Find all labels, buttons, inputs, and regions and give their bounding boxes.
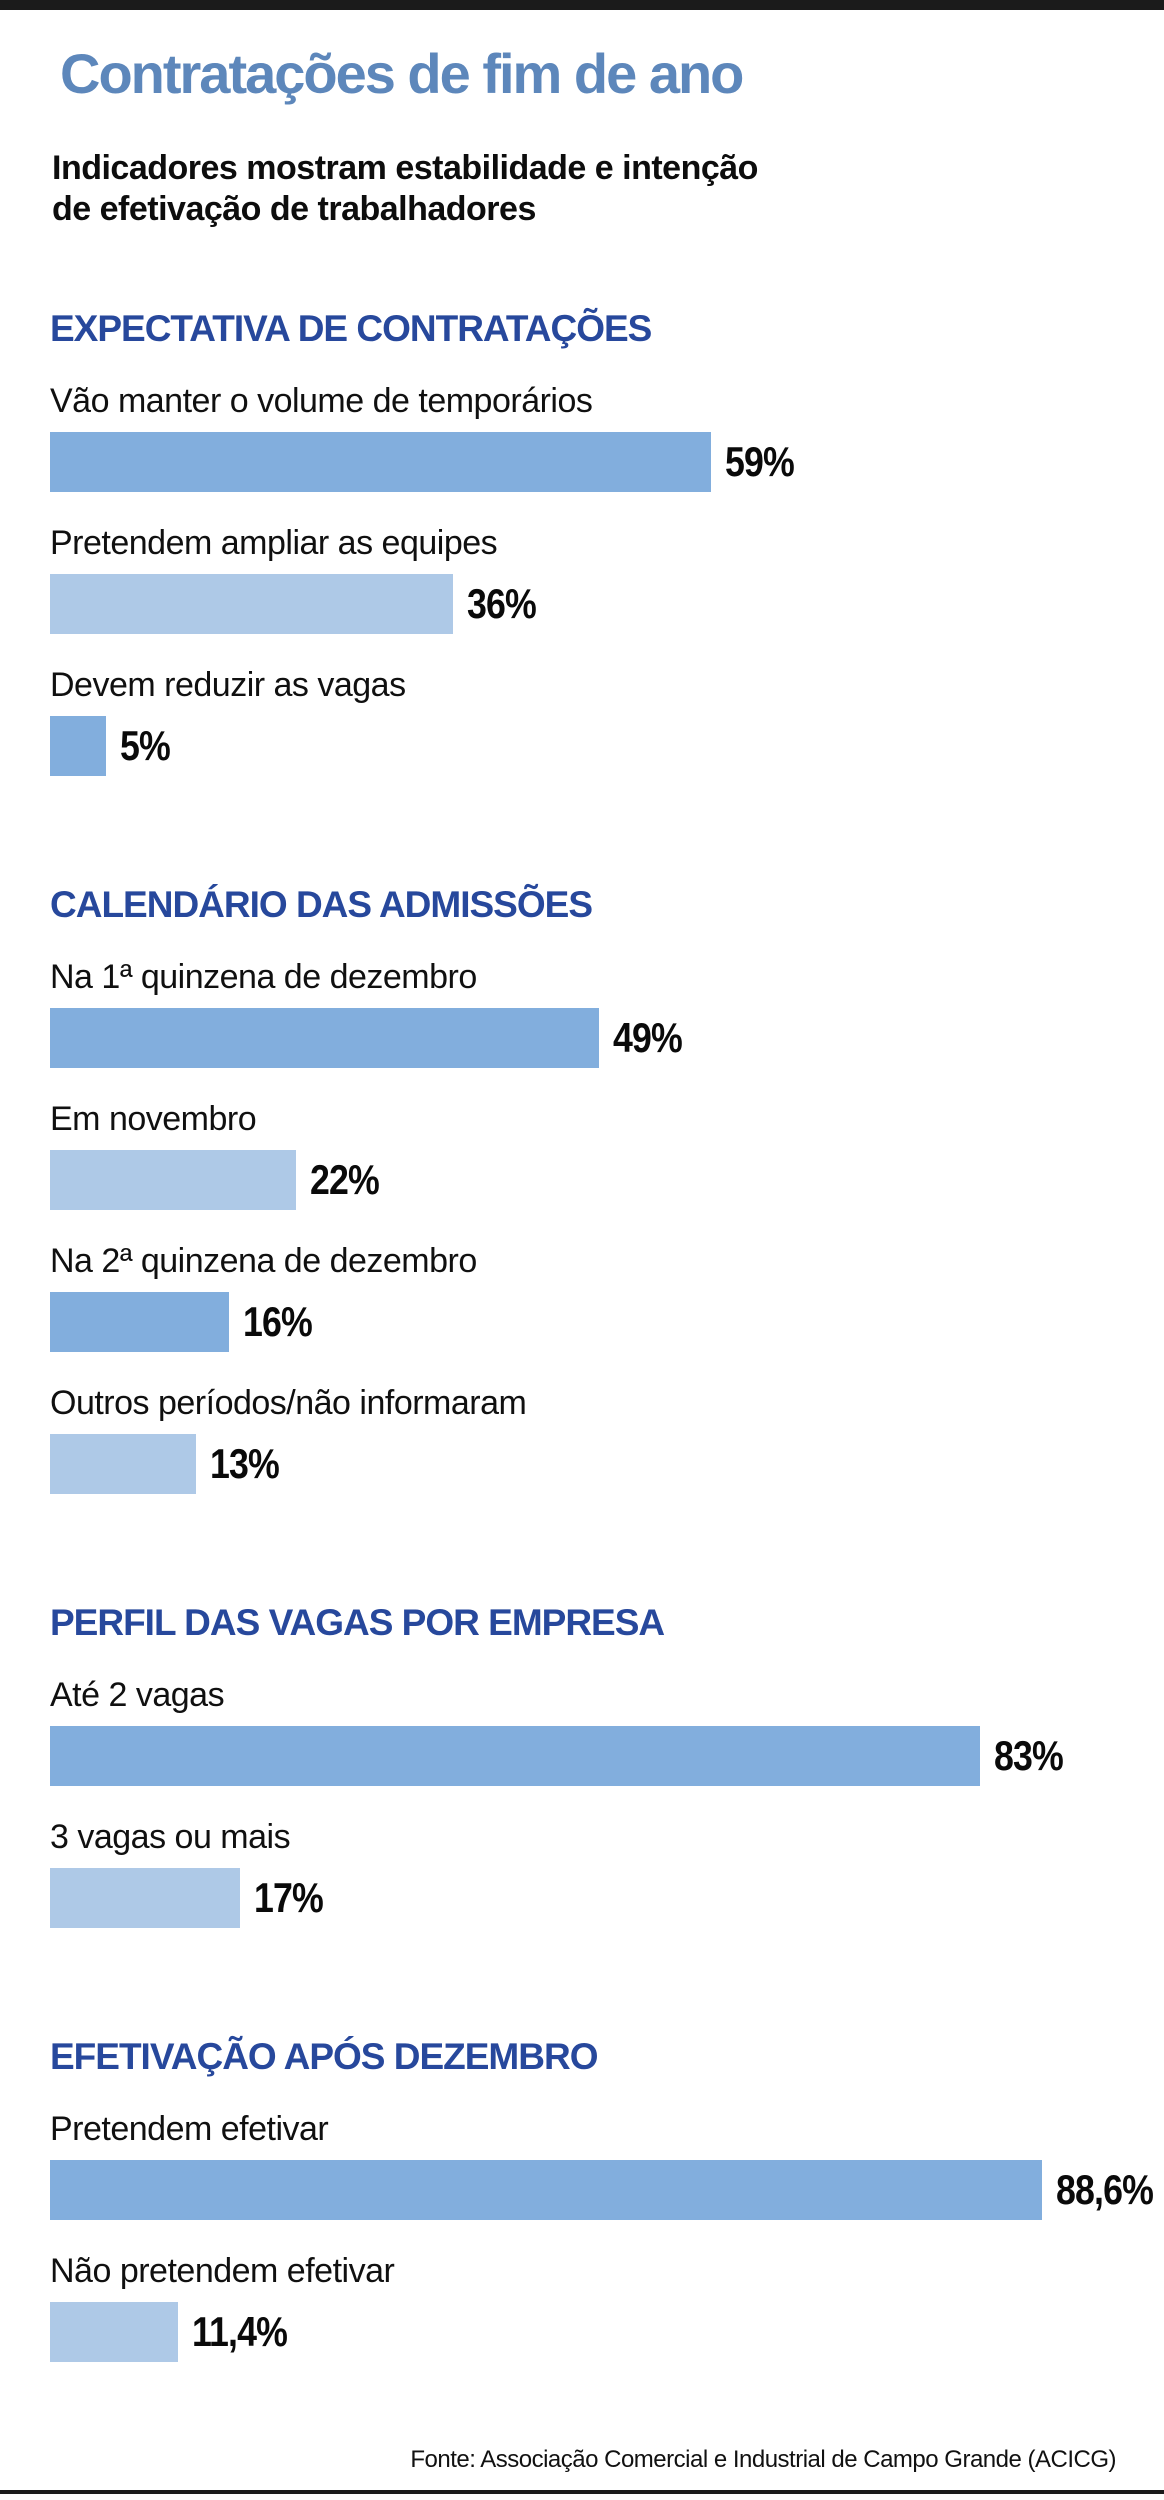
bar-label: Na 1ª quinzena de dezembro xyxy=(50,958,477,996)
infographic: Contratações de fim de ano Indicadores m… xyxy=(0,46,1164,2362)
bar-label: Até 2 vagas xyxy=(50,1676,225,1714)
bar-track: 36% xyxy=(50,574,1120,634)
source-credit: Fonte: Associação Comercial e Industrial… xyxy=(410,2446,1116,2473)
bar-label: Outros períodos/não informaram xyxy=(50,1384,527,1422)
section-title: EXPECTATIVA DE CONTRATAÇÕES xyxy=(50,308,652,349)
bar-row: Devem reduzir as vagas 5% xyxy=(50,666,1120,776)
chart-section: CALENDÁRIO DAS ADMISSÕES Na 1ª quinzena d… xyxy=(50,884,1120,1494)
bar-row: Pretendem efetivar 88,6% xyxy=(50,2110,1154,2220)
bar-value: 22% xyxy=(310,1156,380,1203)
bar xyxy=(50,1008,599,1068)
page-subtitle: Indicadores mostram estabilidade e inten… xyxy=(52,148,1120,230)
bar-row: Outros períodos/não informaram 13% xyxy=(50,1384,1120,1494)
bar-label: Não pretendem efetivar xyxy=(50,2252,395,2290)
bar-track: 49% xyxy=(50,1008,1120,1068)
page-title: Contratações de fim de ano xyxy=(60,42,744,105)
bar-row: Na 2ª quinzena de dezembro 16% xyxy=(50,1242,1120,1352)
bar-label: 3 vagas ou mais xyxy=(50,1818,291,1856)
bar xyxy=(50,2302,178,2362)
bar-value: 5% xyxy=(120,722,171,769)
bar-label: Pretendem efetivar xyxy=(50,2110,329,2148)
bar-row: Na 1ª quinzena de dezembro 49% xyxy=(50,958,1120,1068)
bar-label: Pretendem ampliar as equipes xyxy=(50,524,498,562)
bar-value: 83% xyxy=(993,1732,1064,1779)
subtitle-line-2: de efetivação de trabalhadores xyxy=(52,190,536,228)
bar xyxy=(50,1434,196,1494)
bar xyxy=(50,1150,297,1210)
bar-track: 16% xyxy=(50,1292,1120,1352)
bar xyxy=(50,1726,980,1786)
top-border-rule xyxy=(0,0,1164,10)
chart-section: EXPECTATIVA DE CONTRATAÇÕES Vão manter o … xyxy=(50,308,1120,776)
section-title: CALENDÁRIO DAS ADMISSÕES xyxy=(50,884,593,925)
bar xyxy=(50,432,711,492)
bar-track: 59% xyxy=(50,432,1120,492)
bar-row: Até 2 vagas 83% xyxy=(50,1676,1120,1786)
bar-track: 83% xyxy=(50,1726,1120,1786)
bar-value: 11,4% xyxy=(191,2308,288,2355)
bar-label: Vão manter o volume de temporários xyxy=(50,382,593,420)
chart-section: PERFIL DAS VAGAS POR EMPRESA Até 2 vagas 8… xyxy=(50,1602,1120,1928)
section-title: PERFIL DAS VAGAS POR EMPRESA xyxy=(50,1602,665,1643)
bar-row: Vão manter o volume de temporários 59% xyxy=(50,382,1120,492)
bar-value: 49% xyxy=(612,1014,683,1061)
bar-value: 88,6% xyxy=(1056,2166,1154,2213)
bar-label: Na 2ª quinzena de dezembro xyxy=(50,1242,477,1280)
bar xyxy=(50,574,454,634)
bar-track: 17% xyxy=(50,1868,1120,1928)
bar-track: 5% xyxy=(50,716,1120,776)
bar xyxy=(50,1292,230,1352)
bar-row: Em novembro 22% xyxy=(50,1100,1120,1210)
bar-label: Em novembro xyxy=(50,1100,257,1138)
bar-track: 22% xyxy=(50,1150,1120,1210)
bar-value: 17% xyxy=(254,1874,324,1921)
bar-track: 11,4% xyxy=(50,2302,1120,2362)
bar-value: 13% xyxy=(209,1440,280,1487)
bar xyxy=(50,2160,1043,2220)
bar-value: 16% xyxy=(243,1298,313,1345)
bar-row: 3 vagas ou mais 17% xyxy=(50,1818,1120,1928)
subtitle-line-1: Indicadores mostram estabilidade e inten… xyxy=(52,149,758,187)
chart-section: EFETIVAÇÃO APÓS DEZEMBRO Pretendem efetiv… xyxy=(50,2036,1154,2362)
bar-value: 36% xyxy=(467,580,537,627)
bar xyxy=(50,1868,241,1928)
bar-row: Pretendem ampliar as equipes 36% xyxy=(50,524,1120,634)
section-title: EFETIVAÇÃO APÓS DEZEMBRO xyxy=(50,2036,598,2077)
bar xyxy=(50,716,106,776)
bar-label: Devem reduzir as vagas xyxy=(50,666,406,704)
bar-track: 13% xyxy=(50,1434,1120,1494)
bottom-border-rule xyxy=(0,2490,1164,2494)
bar-row: Não pretendem efetivar 11,4% xyxy=(50,2252,1120,2362)
bar-track: 88,6% xyxy=(50,2160,1154,2220)
bar-value: 59% xyxy=(724,438,795,485)
chart-sections: EXPECTATIVA DE CONTRATAÇÕES Vão manter o … xyxy=(50,308,1154,2362)
